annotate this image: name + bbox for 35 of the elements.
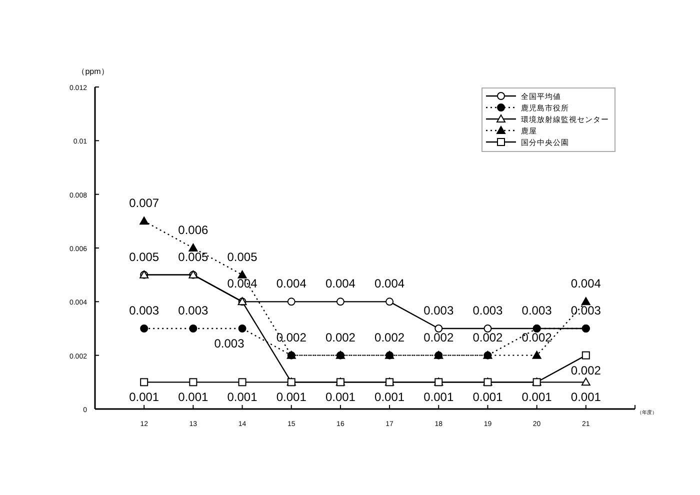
data-label: 0.003 <box>472 304 504 318</box>
data-label: 0.004 <box>325 276 356 291</box>
data-label: 0.001 <box>325 390 356 404</box>
data-label: 0.002 <box>570 363 602 378</box>
data-label: 0.007 <box>129 196 160 210</box>
data-label: 0.001 <box>178 390 209 404</box>
data-label: 0.002 <box>522 330 552 344</box>
data-label: 0.004 <box>570 276 602 291</box>
data-label: 0.003 <box>178 304 209 318</box>
data-label: 0.001 <box>522 390 552 404</box>
data-label: 0.005 <box>227 250 258 264</box>
data-label: 0.002 <box>325 330 356 344</box>
data-label: 0.003 <box>129 304 160 318</box>
data-label: 0.004 <box>276 276 307 291</box>
data-label: 0.002 <box>374 330 405 344</box>
y-axis-title: （ppm） <box>77 67 109 76</box>
data-label: 0.003 <box>424 304 454 318</box>
data-label: 0.005 <box>129 250 160 264</box>
data-label: 0.006 <box>178 223 209 237</box>
data-label: 0.001 <box>227 390 258 404</box>
data-label: 0.001 <box>570 390 602 404</box>
data-label: 0.001 <box>276 390 307 404</box>
data-label: 0.001 <box>129 390 160 404</box>
data-label: 0.005 <box>178 250 209 264</box>
data-label: 0.003 <box>570 304 602 318</box>
data-label: 0.004 <box>374 276 405 291</box>
data-label: 0.003 <box>214 336 245 350</box>
data-label: 0.004 <box>227 276 258 291</box>
data-label: 0.003 <box>522 304 552 318</box>
data-label: 0.001 <box>472 390 504 404</box>
data-label: 0.002 <box>424 330 454 344</box>
data-label: 0.002 <box>276 330 307 344</box>
data-label: 0.001 <box>374 390 405 404</box>
data-label: 0.002 <box>472 330 504 344</box>
data-label: 0.001 <box>424 390 454 404</box>
